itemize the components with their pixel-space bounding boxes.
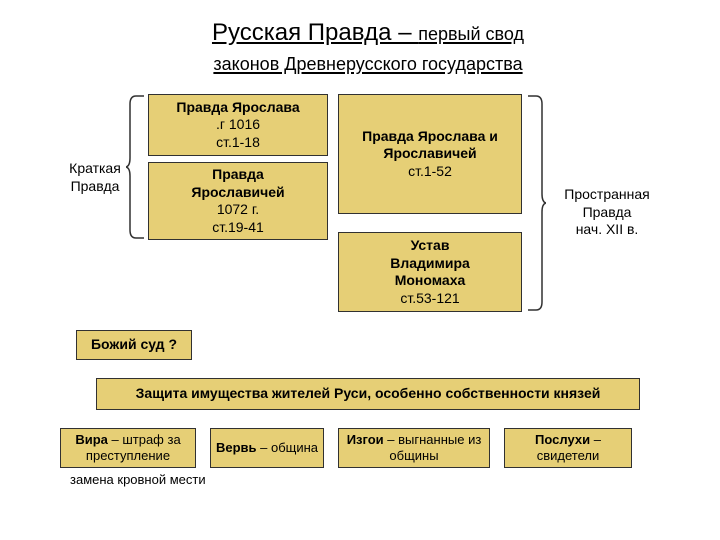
box3-l1: Правда Ярослава и	[362, 128, 498, 144]
box2-l2: Ярославичей	[191, 184, 284, 200]
box-izgoi: Изгои – выгнанные из общины	[338, 428, 490, 468]
bracket-right	[526, 94, 546, 312]
box3-l3: ст.1-52	[408, 163, 452, 181]
box5-text: Божий суд ?	[91, 336, 177, 354]
t4-bold: Послухи	[535, 432, 590, 447]
box4-l1: Устав	[411, 237, 450, 253]
box1-l1: Правда Ярослава	[176, 99, 299, 115]
box-pravda-yar-i-yar: Правда Ярослава и Ярославичей ст.1-52	[338, 94, 522, 214]
title-sub2: законов Древнерусского государства	[213, 54, 522, 74]
box2-l3: 1072 г.	[217, 201, 259, 219]
box2-l1: Правда	[212, 166, 264, 182]
label-kratkaya: Краткая Правда	[60, 160, 130, 195]
label-prostr-l3: нач. XII в.	[576, 221, 639, 237]
label-kratkaya-l2: Правда	[71, 178, 120, 194]
box1-l2: .г 1016	[216, 116, 260, 134]
box-vira: Вира – штраф за преступление	[60, 428, 196, 468]
footnote-text: замена кровной мести	[70, 472, 206, 487]
box2-l4: ст.19-41	[212, 219, 264, 237]
label-prostr-l1: Пространная	[564, 186, 649, 202]
box6-text: Защита имущества жителей Руси, особенно …	[136, 385, 601, 403]
box-bozhiy-sud: Божий суд ?	[76, 330, 192, 360]
box4-l2: Владимира	[390, 255, 470, 271]
box-pravda-yaroslavichey: Правда Ярославичей 1072 г. ст.19-41	[148, 162, 328, 240]
box-pravda-yaroslava: Правда Ярослава .г 1016 ст.1-18	[148, 94, 328, 156]
box4-l3: Мономаха	[395, 272, 466, 288]
box-ustav-monomakha: Устав Владимира Мономаха ст.53-121	[338, 232, 522, 312]
label-prostrannaya: Пространная Правда нач. XII в.	[552, 186, 662, 239]
box3-l2: Ярославичей	[383, 145, 476, 161]
label-prostr-l2: Правда	[583, 204, 632, 220]
t3-rest: – выгнанные из общины	[384, 432, 482, 463]
box-zaschita: Защита имущества жителей Руси, особенно …	[96, 378, 640, 410]
title-sub1: первый свод	[418, 24, 524, 44]
box4-l4: ст.53-121	[400, 290, 459, 308]
label-kratkaya-l1: Краткая	[69, 160, 121, 176]
page-title: Русская Правда – первый свод законов Дре…	[68, 18, 668, 78]
t3-bold: Изгои	[347, 432, 384, 447]
t2-rest: – община	[257, 440, 319, 455]
footnote: замена кровной мести	[70, 472, 206, 488]
title-main: Русская Правда –	[212, 19, 418, 46]
box1-l3: ст.1-18	[216, 134, 260, 152]
t1-bold: Вира	[75, 432, 108, 447]
box-verv: Вервь – община	[210, 428, 324, 468]
box-poslukhi: Послухи – свидетели	[504, 428, 632, 468]
t2-bold: Вервь	[216, 440, 257, 455]
